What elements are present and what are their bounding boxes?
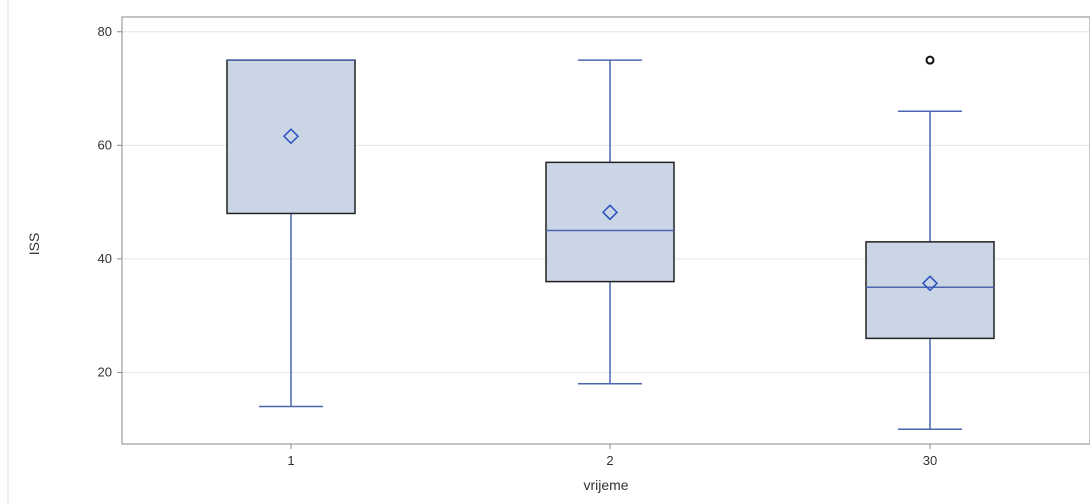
y-tick-label-20: 20 [98,364,112,379]
iqr-box-2 [545,161,675,283]
x-tick-label-1: 1 [287,453,294,468]
boxes [226,55,995,430]
mean-marker-30 [921,275,939,292]
x-tick-label-30: 30 [923,453,937,468]
y-tick-label-40: 40 [98,251,112,266]
y-tick-label-80: 80 [98,24,112,39]
mean-marker-2 [601,204,619,221]
mean-marker-1 [282,128,300,145]
y-tick-label-60: 60 [98,137,112,152]
plot-frame [121,16,1090,445]
outlier-point-30-0 [925,55,935,65]
box-group-2 [545,59,675,385]
box-group-30 [865,55,995,430]
iqr-box-1 [226,59,356,215]
box-group-1 [226,59,356,408]
y-axis-title: ISS [26,233,42,256]
tick-labels: 20 40 60 80 1 2 30 [98,24,938,468]
x-tick-label-2: 2 [606,453,613,468]
x-axis-title: vrijeme [583,477,628,493]
